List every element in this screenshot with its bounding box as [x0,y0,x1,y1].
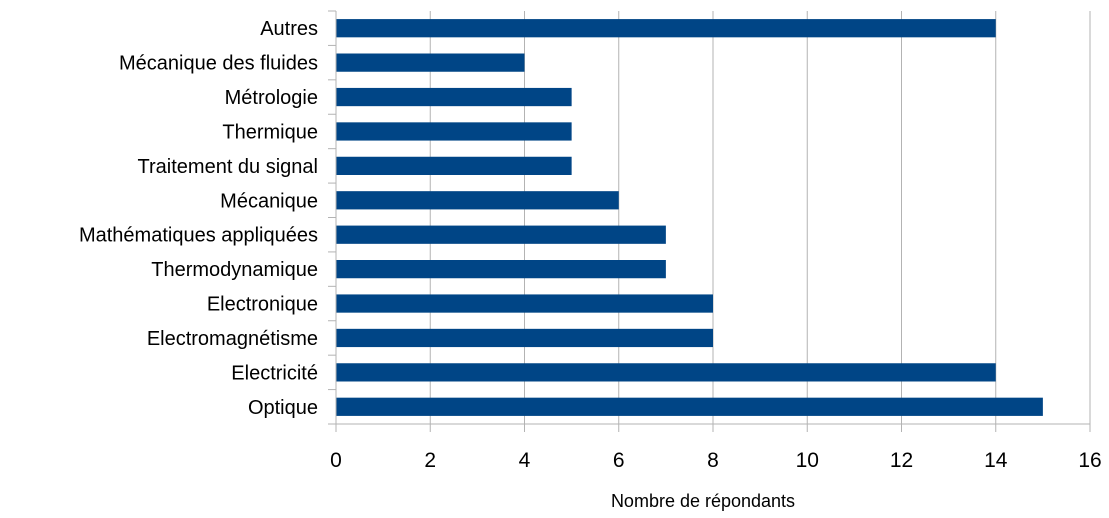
category-label: Traitement du signal [138,156,318,178]
bar [336,191,619,210]
category-label: Optique [248,397,318,419]
category-label: Mécanique [220,190,318,212]
bar [336,363,996,382]
bar [336,156,572,175]
grid-lines [335,11,1091,424]
x-tick-label: 6 [613,449,625,472]
bar [336,122,572,141]
category-label: Mathématiques appliquées [79,225,318,247]
bar [336,260,666,279]
x-tick-label: 10 [796,449,819,472]
bar [336,328,713,348]
x-tick-labels: 0 2 4 6 8 10 12 14 16 [330,449,1102,472]
category-label: Thermodynamique [151,259,318,281]
axes [328,10,1091,432]
x-tick-label: 16 [1078,449,1101,472]
category-label: Electromagnétisme [147,328,318,350]
category-label: Autres [260,18,318,40]
x-tick-label: 8 [707,449,719,472]
x-tick-label: 4 [519,449,531,472]
category-label: Thermique [222,121,318,143]
bar [336,225,666,244]
category-label: Electronique [207,294,318,316]
bar [336,53,525,72]
x-tick-label: 12 [890,449,913,472]
x-tick-label: 2 [424,449,436,472]
category-label: Electricité [231,362,318,384]
x-tick-label: 0 [330,449,342,472]
bar [336,294,713,313]
bar [336,87,572,107]
category-label: Métrologie [225,87,318,109]
category-labels: Autres Mécanique des fluides Métrologie The… [79,18,318,419]
bar [336,397,1043,416]
x-tick-label: 14 [984,449,1008,472]
bar [336,19,996,38]
bars [336,19,1043,416]
x-axis-title: Nombre de répondants [611,491,795,511]
category-label: Mécanique des fluides [119,53,318,75]
